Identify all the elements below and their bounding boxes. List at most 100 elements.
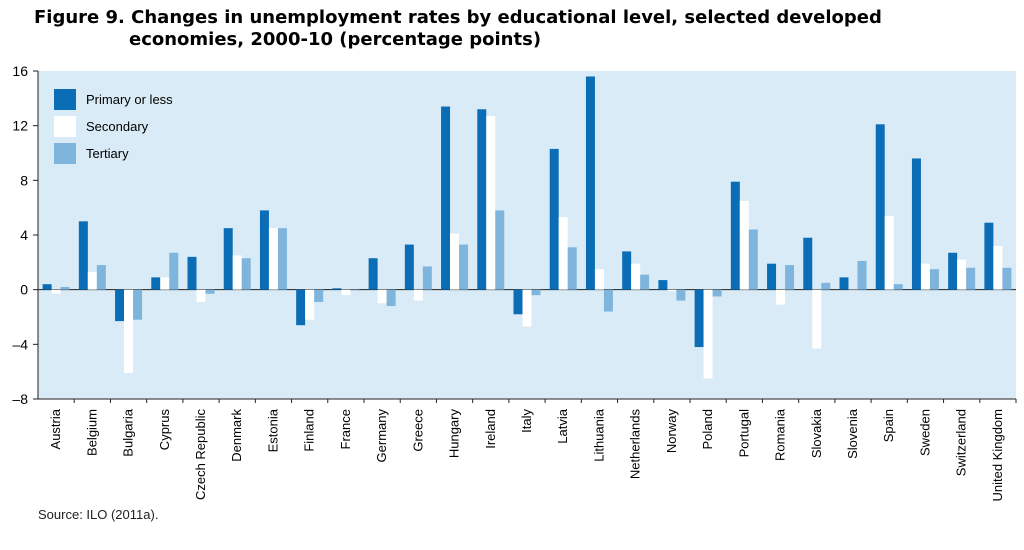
x-tick-label: Poland bbox=[700, 409, 715, 449]
legend-label: Tertiary bbox=[86, 146, 129, 161]
primary-bar bbox=[875, 124, 885, 290]
primary-bar bbox=[839, 277, 849, 290]
secondary-bar bbox=[268, 228, 278, 290]
tertiary-bar bbox=[531, 289, 541, 296]
secondary-bar bbox=[450, 233, 460, 290]
primary-bar bbox=[658, 280, 668, 290]
secondary-bar bbox=[667, 289, 677, 292]
x-tick-label: Belgium bbox=[84, 409, 99, 456]
primary-bar bbox=[404, 244, 414, 290]
legend-swatch bbox=[54, 89, 76, 110]
x-tick-label: Spain bbox=[881, 409, 896, 442]
secondary-bar bbox=[124, 289, 134, 374]
tertiary-bar bbox=[350, 289, 360, 291]
tertiary-bar bbox=[893, 284, 903, 290]
y-tick-label: 12 bbox=[12, 118, 28, 134]
primary-bar bbox=[259, 210, 269, 290]
tertiary-bar bbox=[241, 258, 251, 290]
tertiary-bar bbox=[133, 289, 143, 320]
source-note: Source: ILO (2011a). bbox=[38, 507, 159, 522]
title-line-2: economies, 2000-10 (percentage points) bbox=[129, 29, 542, 50]
tertiary-bar bbox=[386, 289, 396, 307]
secondary-bar bbox=[486, 116, 496, 290]
secondary-bar bbox=[341, 289, 351, 296]
x-tick-label: Ireland bbox=[483, 409, 498, 449]
title-line-1: Figure 9. Changes in unemployment rates … bbox=[34, 7, 882, 28]
tertiary-bar bbox=[748, 229, 758, 290]
x-tick-label: France bbox=[338, 409, 353, 449]
x-tick-label: Netherlands bbox=[628, 409, 643, 480]
tertiary-bar bbox=[169, 252, 179, 290]
tertiary-bar bbox=[929, 269, 939, 290]
tertiary-bar bbox=[821, 282, 831, 290]
x-tick-label: Romania bbox=[773, 408, 788, 461]
tertiary-bar bbox=[676, 289, 686, 301]
secondary-bar bbox=[594, 269, 604, 290]
secondary-bar bbox=[739, 200, 749, 290]
legend-swatch bbox=[54, 116, 76, 137]
plot-area bbox=[38, 71, 1016, 399]
x-tick-label: United Kingdom bbox=[990, 409, 1005, 502]
primary-bar bbox=[549, 148, 559, 290]
primary-bar bbox=[368, 258, 378, 290]
secondary-bar bbox=[196, 289, 206, 302]
tertiary-bar bbox=[422, 266, 432, 290]
x-tick-label: Bulgaria bbox=[121, 408, 136, 456]
x-tick-label: Lithuania bbox=[591, 408, 606, 462]
primary-bar bbox=[477, 109, 487, 290]
x-tick-label: Italy bbox=[519, 409, 534, 433]
primary-bar bbox=[223, 228, 233, 290]
legend-label: Primary or less bbox=[86, 92, 173, 107]
x-tick-label: Greece bbox=[410, 409, 425, 452]
x-tick-label: Switzerland bbox=[954, 409, 969, 476]
primary-bar bbox=[332, 288, 342, 290]
y-tick-label: –4 bbox=[12, 336, 28, 352]
secondary-bar bbox=[812, 289, 822, 349]
secondary-bar bbox=[957, 259, 967, 290]
primary-bar bbox=[803, 237, 813, 290]
legend-label: Secondary bbox=[86, 119, 149, 134]
x-tick-label: Estonia bbox=[265, 408, 280, 452]
x-tick-label: Germany bbox=[374, 409, 389, 463]
tertiary-bar bbox=[60, 286, 70, 290]
x-tick-label: Sweden bbox=[917, 409, 932, 456]
tertiary-bar bbox=[314, 289, 324, 302]
chart-title: Figure 9. Changes in unemployment rates … bbox=[34, 7, 882, 51]
secondary-bar bbox=[522, 289, 532, 327]
tertiary-bar bbox=[495, 210, 505, 290]
secondary-bar bbox=[305, 289, 315, 320]
secondary-bar bbox=[413, 289, 423, 301]
x-tick-label: Cyprus bbox=[157, 409, 172, 451]
x-tick-label: Norway bbox=[664, 409, 679, 454]
legend-swatch bbox=[54, 143, 76, 164]
x-tick-label: Slovakia bbox=[809, 408, 824, 458]
y-tick-label: 16 bbox=[12, 63, 28, 79]
secondary-bar bbox=[160, 277, 170, 290]
secondary-bar bbox=[631, 263, 641, 290]
x-tick-label: Denmark bbox=[229, 409, 244, 462]
tertiary-bar bbox=[857, 260, 867, 290]
x-tick-label: Slovenia bbox=[845, 408, 860, 459]
tertiary-bar bbox=[640, 274, 650, 290]
primary-bar bbox=[42, 284, 52, 290]
secondary-bar bbox=[232, 255, 242, 290]
y-tick-label: 4 bbox=[20, 227, 28, 243]
secondary-bar bbox=[848, 289, 858, 291]
primary-bar bbox=[984, 222, 994, 290]
tertiary-bar bbox=[277, 228, 287, 290]
primary-bar bbox=[441, 106, 451, 290]
secondary-bar bbox=[920, 263, 930, 290]
tertiary-bar bbox=[459, 244, 469, 290]
secondary-bar bbox=[776, 289, 786, 305]
primary-bar bbox=[767, 263, 777, 290]
primary-bar bbox=[730, 181, 740, 290]
x-tick-label: Austria bbox=[48, 408, 63, 449]
secondary-bar bbox=[703, 289, 713, 379]
primary-bar bbox=[622, 251, 632, 290]
secondary-bar bbox=[884, 215, 894, 290]
tertiary-bar bbox=[96, 265, 106, 290]
x-tick-label: Hungary bbox=[447, 409, 462, 459]
x-tick-label: Latvia bbox=[555, 408, 570, 443]
secondary-bar bbox=[87, 271, 97, 290]
